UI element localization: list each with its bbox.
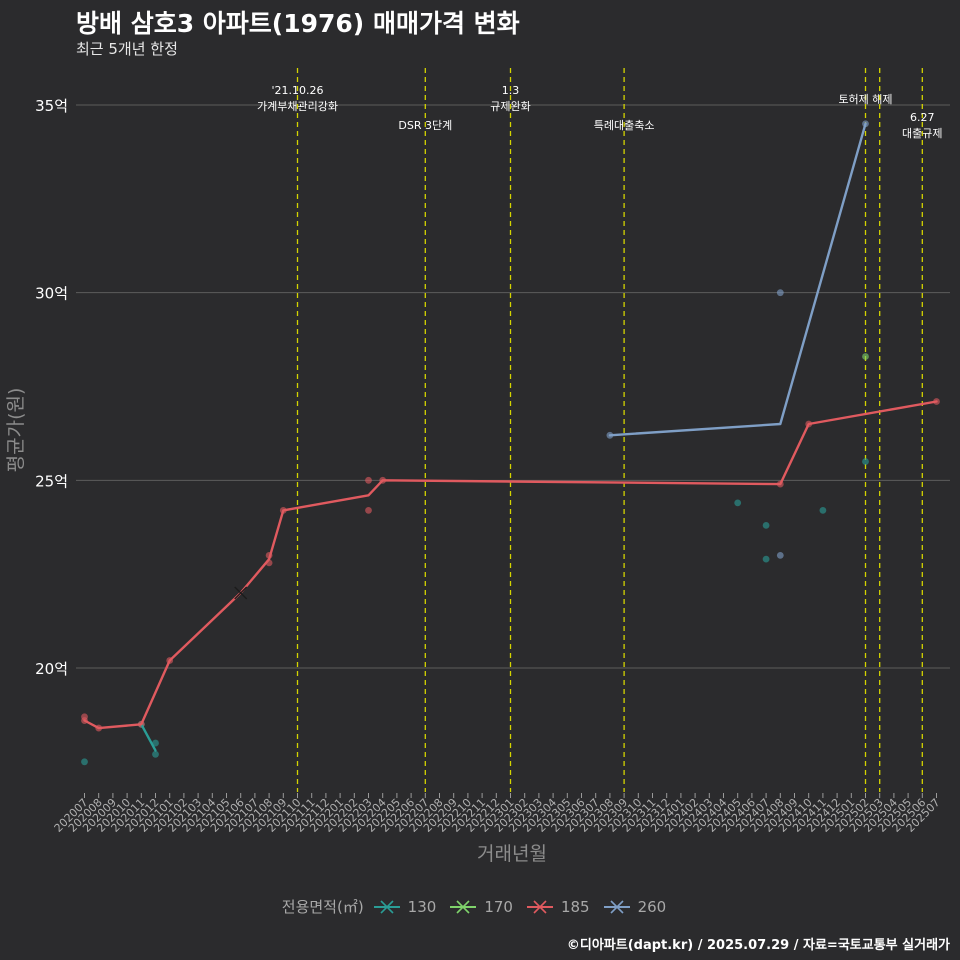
data-point-260 <box>776 552 784 559</box>
cross-marker-185 <box>234 586 248 600</box>
chart-subtitle: 최근 5개년 한정 <box>76 40 178 58</box>
legend-item-260: 260 <box>602 897 667 917</box>
y-tick-label: 20억 <box>35 660 68 678</box>
legend-key-cross <box>610 899 624 914</box>
legend-key-cross <box>380 899 394 914</box>
legend-key-185 <box>526 899 553 914</box>
series-line-185 <box>83 400 938 730</box>
data-point-130 <box>762 555 770 563</box>
legend-item-170: 170 <box>448 897 513 917</box>
y-tick-label: 30억 <box>35 285 68 303</box>
y-tick-label: 25억 <box>35 472 68 490</box>
series-layer <box>81 120 940 766</box>
event-label: 6.27 대출규제 <box>902 111 942 140</box>
data-point-170 <box>862 353 869 360</box>
event-label: 토허제 해제 <box>838 92 892 106</box>
y-axis-title: 평균가(원) <box>5 388 27 473</box>
legend-item-185: 185 <box>525 897 590 917</box>
y-tick-label: 35억 <box>35 97 68 115</box>
data-point-130 <box>819 506 827 514</box>
legend-label-260: 260 <box>637 897 667 916</box>
legend-key-170 <box>450 899 477 914</box>
chart-title: 방배 삼호3 아파트(1976) 매매가격 변화 <box>76 9 520 38</box>
event-label: '21.10.26 가계부채관리강화 <box>257 84 338 113</box>
event-label: 특례대출축소 <box>594 119 655 132</box>
legend: 전용면적(㎡) 130 170 185 260 <box>0 896 960 917</box>
legend-label-185: 185 <box>560 897 590 916</box>
data-point-130 <box>862 458 869 465</box>
axis-layer: 20억25억30억35억2020072020082020092020102020… <box>35 97 943 835</box>
grid-layer <box>76 104 950 669</box>
legend-label-170: 170 <box>484 897 513 916</box>
legend-item-130: 130 <box>372 897 437 917</box>
data-point-130 <box>762 521 770 529</box>
chart-caption: ©디아파트(dapt.kr) / 2025.07.29 / 자료=국토교통부 실… <box>566 938 950 953</box>
data-point-130 <box>81 758 88 766</box>
series-line-130 <box>140 723 157 752</box>
data-point-260 <box>776 289 784 297</box>
data-point-185 <box>365 506 372 514</box>
event-label: 1.3 규제완화 <box>490 84 530 113</box>
series-line-260 <box>608 122 867 437</box>
data-point-130 <box>152 739 159 747</box>
legend-key-260 <box>603 899 630 914</box>
cross-stroke <box>234 586 248 600</box>
data-point-130 <box>734 499 742 507</box>
legend-title: 전용면적(㎡) <box>281 898 364 916</box>
legend-label-130: 130 <box>407 897 437 916</box>
legend-key-cross <box>533 899 547 914</box>
data-point-185 <box>365 476 372 484</box>
event-label: DSR 3단계 <box>398 119 452 132</box>
legend-key-130 <box>373 899 400 914</box>
x-axis-title: 거래년월 <box>477 843 547 865</box>
data-point-130 <box>152 750 159 758</box>
legend-key-cross <box>456 899 470 914</box>
